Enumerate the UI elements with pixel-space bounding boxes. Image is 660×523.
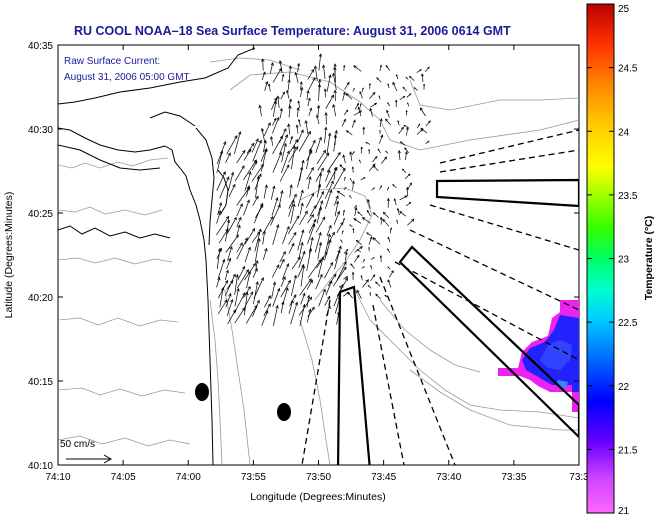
x-tick-label: 73:3: [569, 472, 589, 483]
y-axis-label: Latitude (Degrees:Minutes): [3, 192, 15, 319]
colorbar-tick-label: 24.5: [618, 64, 638, 75]
x-tick-label: 73:55: [241, 472, 266, 483]
y-tick-label: 40:20: [28, 293, 53, 304]
colorbar-tick-label: 21.5: [618, 445, 638, 456]
x-tick-label: 73:35: [501, 472, 526, 483]
colorbar-label: Temperature (°C): [643, 216, 655, 301]
y-tick-label: 40:15: [28, 377, 53, 388]
current-annotation-line2: August 31, 2006 05:00 GMT: [64, 72, 190, 83]
x-tick-label: 74:10: [45, 472, 70, 483]
colorbar-tick-label: 25: [618, 4, 630, 15]
scale-label: 50 cm/s: [60, 439, 95, 450]
y-tick-label: 40:25: [28, 209, 53, 220]
colorbar-tick-label: 21: [618, 506, 630, 517]
colorbar: 25 24.5 24 23.5 23 22.5 22 21.5 21 Temperature (…: [587, 4, 655, 517]
x-tick-label: 73:50: [306, 472, 331, 483]
y-tick-label: 40:10: [28, 461, 53, 472]
x-tick-label: 73:40: [436, 472, 461, 483]
plot-area: Raw Surface Current: August 31, 2006 05:…: [3, 41, 589, 503]
colorbar-tick-label: 22.5: [618, 318, 638, 329]
current-vector: [263, 59, 264, 71]
colorbar-tick-label: 23: [618, 255, 630, 266]
buoy-marker: [277, 403, 291, 421]
colorbar-tick-label: 23.5: [618, 191, 638, 202]
y-tick-label: 40:35: [28, 41, 53, 52]
buoy-marker: [195, 383, 209, 401]
colorbar-tick-label: 24: [618, 127, 630, 138]
x-tick-label: 74:00: [176, 472, 201, 483]
colorbar-tick-label: 22: [618, 382, 630, 393]
chart-title: RU COOL NOAA–18 Sea Surface Temperature:…: [74, 24, 511, 38]
current-annotation-line1: Raw Surface Current:: [64, 56, 160, 67]
current-vector-head: [370, 293, 371, 294]
y-tick-label: 40:30: [28, 125, 53, 136]
x-tick-label: 73:45: [371, 472, 396, 483]
x-axis-label: Longitude (Degrees:Minutes): [250, 491, 385, 503]
x-tick-label: 74:05: [111, 472, 136, 483]
